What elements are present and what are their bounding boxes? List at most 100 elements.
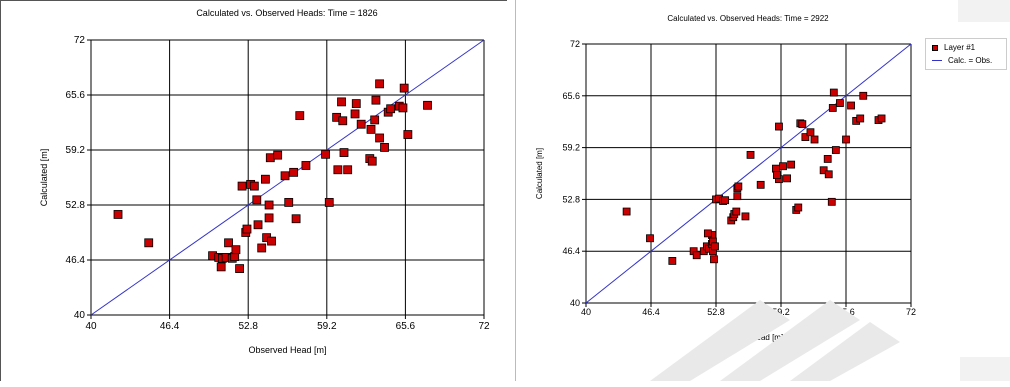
y-tick-label: 65.6 xyxy=(66,90,86,101)
y-tick-label: 52.8 xyxy=(562,194,580,204)
data-point xyxy=(371,95,381,105)
data-point xyxy=(783,174,791,183)
data-point xyxy=(242,224,252,234)
x-tick-label: 40 xyxy=(581,307,591,317)
data-point xyxy=(284,198,294,207)
y-tick-label: 59.2 xyxy=(66,145,86,156)
data-point xyxy=(295,111,305,121)
data-point xyxy=(775,122,783,131)
data-point xyxy=(801,133,810,141)
chart-svg-time-1826: 40 46.4 52.8 59.2 65.6 72 40 46.4 52.8 59.2 65.6 72… xyxy=(39,8,490,355)
y-axis-label: Calculated [m] xyxy=(535,148,544,199)
x-tick-label: 52.8 xyxy=(238,321,258,332)
y-tick-label: 72 xyxy=(74,35,86,46)
data-point xyxy=(264,213,274,223)
data-point xyxy=(260,174,270,184)
y-tick-label: 65.6 xyxy=(562,91,580,101)
data-point xyxy=(253,220,263,230)
data-point xyxy=(399,83,409,93)
chart-title: Calculated vs. Observed Heads: Time = 18… xyxy=(196,8,377,18)
data-point xyxy=(257,243,267,253)
data-point xyxy=(398,103,408,113)
x-tick-label: 72 xyxy=(478,321,490,332)
x-tick-label: 46.4 xyxy=(642,307,660,317)
data-point xyxy=(273,150,283,160)
data-point xyxy=(403,130,413,139)
data-point xyxy=(842,135,850,144)
data-point xyxy=(779,162,787,171)
data-point xyxy=(741,212,750,221)
data-point xyxy=(847,101,855,110)
reference-line xyxy=(585,43,912,304)
data-point xyxy=(668,257,677,265)
y-tick-label: 40 xyxy=(74,310,86,321)
legend-marker-icon xyxy=(932,44,938,51)
data-point xyxy=(289,167,299,177)
data-point xyxy=(339,148,349,157)
data-point xyxy=(113,210,123,219)
data-point xyxy=(646,234,654,243)
data-point xyxy=(356,119,366,129)
data-point xyxy=(370,115,380,125)
data-point xyxy=(324,198,334,207)
data-point xyxy=(703,229,712,238)
data-point xyxy=(338,116,348,126)
legend-item-calc-obs: Calc. = Obs. xyxy=(932,56,992,65)
corner-block-top-right xyxy=(958,0,1010,22)
data-point xyxy=(375,133,385,143)
data-point xyxy=(806,128,815,137)
x-tick-label: 52.8 xyxy=(707,307,725,317)
data-point xyxy=(827,197,836,206)
data-point xyxy=(732,207,741,216)
x-axis-label: Observed Head [m] xyxy=(248,345,326,355)
data-point xyxy=(794,203,803,212)
y-tick-label: 59.2 xyxy=(562,143,580,153)
data-point xyxy=(301,161,311,170)
data-point xyxy=(350,109,360,119)
chart-title: Calculated vs. Observed Heads: Time = 29… xyxy=(667,14,829,23)
x-axis-label: Observed Head [m] xyxy=(714,333,783,342)
data-point xyxy=(386,104,396,114)
data-point xyxy=(746,150,755,159)
data-point xyxy=(877,114,886,123)
data-point xyxy=(265,153,275,163)
data-point xyxy=(235,264,245,273)
y-tick-label: 46.4 xyxy=(562,246,580,256)
data-point xyxy=(321,149,330,159)
data-point xyxy=(337,97,346,107)
data-point xyxy=(351,99,361,108)
data-point xyxy=(831,146,840,154)
data-point xyxy=(733,192,742,201)
data-point xyxy=(824,170,833,179)
data-point xyxy=(264,200,274,210)
data-point xyxy=(291,214,301,224)
data-point xyxy=(810,135,819,144)
y-tick-label: 52.8 xyxy=(66,200,86,211)
data-point xyxy=(231,245,241,255)
data-point xyxy=(367,156,377,166)
data-point xyxy=(710,255,718,264)
x-tick-label: 40 xyxy=(85,321,97,332)
data-point xyxy=(711,242,719,251)
data-point xyxy=(216,262,226,272)
data-point xyxy=(333,165,343,175)
data-point xyxy=(267,236,276,246)
data-point xyxy=(252,195,262,205)
data-point xyxy=(375,79,385,89)
data-point xyxy=(249,181,259,191)
data-point xyxy=(823,155,832,163)
x-tick-label: 59.2 xyxy=(772,307,790,317)
chart-panel-left: 40 46.4 52.8 59.2 65.6 72 40 46.4 52.8 59.2 65.6 72… xyxy=(0,0,507,381)
data-point xyxy=(787,160,796,169)
x-tick-label: 72 xyxy=(906,307,916,317)
x-tick-label: 65.6 xyxy=(396,321,416,332)
data-point xyxy=(692,251,701,260)
data-point xyxy=(380,143,389,152)
data-point xyxy=(798,120,807,129)
data-point xyxy=(366,124,376,134)
data-point xyxy=(734,182,743,191)
data-point xyxy=(237,181,247,191)
x-tick-label: 59.2 xyxy=(317,321,337,332)
corner-block-bottom-right xyxy=(960,357,1010,381)
x-tick-label: 46.4 xyxy=(160,321,180,332)
